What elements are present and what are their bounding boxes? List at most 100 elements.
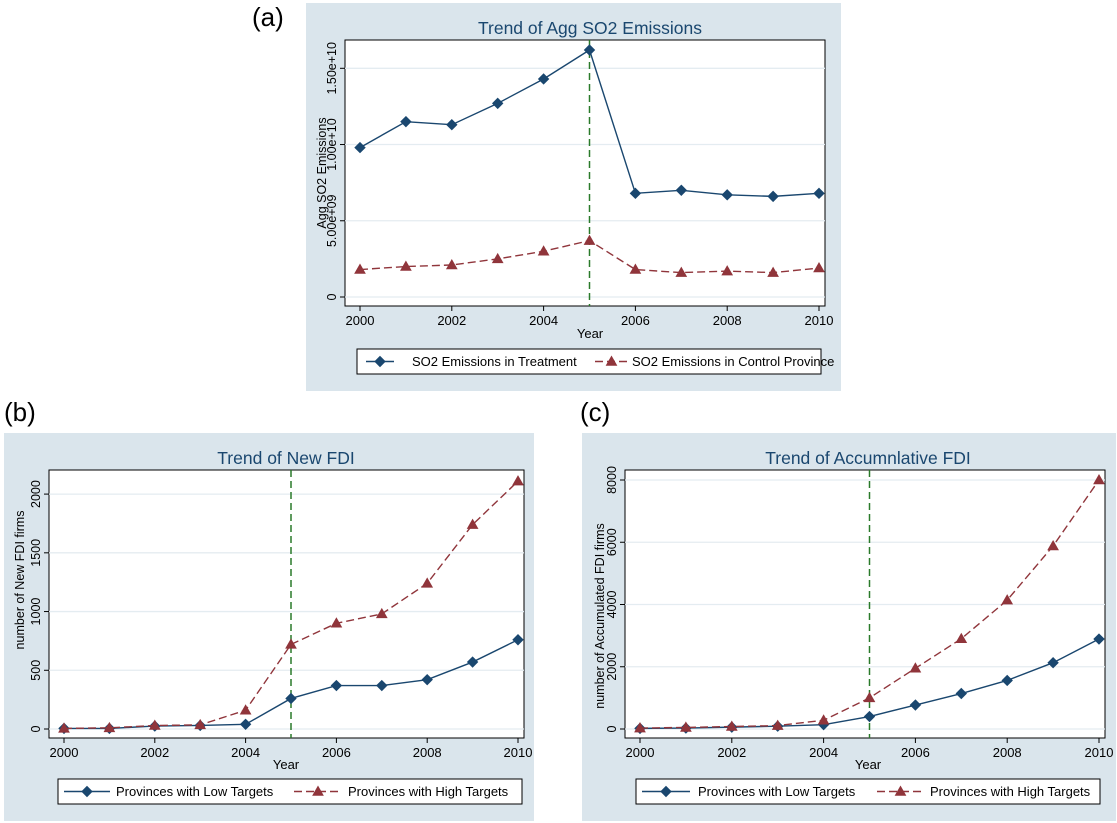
data-point-diamond [537, 73, 550, 85]
data-point-diamond [955, 687, 968, 700]
legend: Provinces with Low Targets Provinces with… [57, 778, 523, 805]
chart-title: Trend of Agg SO2 Emissions [478, 18, 702, 38]
x-tick-label: 2010 [805, 313, 834, 328]
data-point-diamond [1001, 674, 1013, 687]
x-tick-label: 2010 [504, 745, 533, 760]
data-point-triangle [863, 691, 876, 703]
chart-title: Trend of New FDI [217, 448, 354, 468]
data-point-diamond [376, 679, 388, 692]
x-tick-label: 2002 [717, 745, 746, 760]
data-point-diamond [421, 673, 433, 686]
x-tick-label: 2004 [809, 745, 838, 760]
data-point-diamond [330, 679, 343, 692]
x-tick-label: 2004 [231, 745, 260, 760]
data-point-diamond [767, 190, 779, 203]
y-tick-label: 1.50e+10 [325, 42, 339, 95]
data-point-triangle [58, 722, 70, 733]
data-point-triangle [767, 266, 779, 277]
plot-area [344, 39, 826, 307]
data-point-diamond [629, 187, 642, 200]
legend-entry-2: SO2 Emissions in Control Province [632, 354, 834, 369]
legend-marker-triangle [605, 355, 618, 366]
y-tick-label: 0 [29, 725, 43, 732]
x-tick-label: 2002 [437, 313, 466, 328]
y-tick-label: 1.00e+10 [325, 118, 339, 171]
data-point-triangle [148, 719, 161, 730]
data-point-diamond [813, 187, 825, 200]
x-axis-label: Year [855, 757, 882, 772]
data-point-diamond [354, 141, 366, 154]
data-point-triangle [725, 720, 738, 731]
legend-marker-diamond [374, 355, 386, 368]
legend-entry-1: Provinces with Low Targets [116, 784, 274, 799]
series-line-2 [63, 480, 519, 730]
y-tick-label: 1500 [29, 539, 43, 567]
chart-a: 0 5.00e+09 1.00e+10 1.50e+10 2000 2002 2004 200… [306, 3, 841, 391]
y-tick-label: 2000 [605, 653, 619, 681]
data-point-triangle [194, 718, 207, 730]
data-point-diamond [1047, 656, 1059, 669]
x-tick-label: 2008 [993, 745, 1022, 760]
x-tick-label: 2006 [621, 313, 650, 328]
data-point-triangle [330, 617, 343, 628]
data-point-diamond [721, 189, 733, 201]
data-point-triangle [537, 245, 550, 256]
legend-box [635, 778, 1101, 805]
y-axis-label: number of Accumulated FDI firms [593, 523, 607, 708]
data-point-triangle [375, 607, 388, 619]
data-point-triangle [491, 252, 504, 264]
x-tick-label: 2006 [901, 745, 930, 760]
data-point-diamond [446, 119, 458, 131]
x-tick-label: 2000 [626, 745, 655, 760]
data-point-triangle [354, 263, 366, 274]
y-tick-label: 500 [29, 660, 43, 681]
y-tick-label: 0 [325, 293, 339, 300]
data-point-diamond [512, 634, 524, 646]
data-point-diamond [400, 115, 412, 128]
y-tick-label: 4000 [605, 591, 619, 619]
data-point-diamond [285, 692, 297, 705]
y-tick-label: 1000 [29, 598, 43, 626]
data-point-diamond [863, 710, 876, 723]
y-tick-label: 0 [605, 725, 619, 732]
data-point-triangle [1001, 594, 1014, 605]
x-tick-label: 2006 [322, 745, 351, 760]
legend-marker-diamond [81, 785, 93, 798]
data-point-diamond [239, 718, 252, 731]
data-point-triangle [909, 662, 922, 673]
data-point-triangle [771, 719, 784, 730]
data-point-triangle [721, 265, 734, 276]
chart-b: 0 500 1000 1500 2000 2000 2002 2004 2006 2008 2010… [4, 433, 534, 821]
legend-entry-1: Provinces with Low Targets [698, 784, 856, 799]
data-point-triangle [285, 638, 297, 649]
data-point-triangle [817, 714, 830, 725]
legend-entry-1: SO2 Emissions in Treatment [412, 354, 577, 369]
data-point-triangle [634, 722, 646, 733]
x-axis-label: Year [273, 757, 300, 772]
data-point-diamond [491, 97, 504, 110]
legend-entry-2: Provinces with High Targets [348, 784, 509, 799]
x-tick-label: 2002 [140, 745, 169, 760]
legend-box [57, 778, 523, 805]
data-point-triangle [813, 262, 825, 273]
legend: Provinces with Low Targets Provinces with… [635, 778, 1101, 805]
x-axis-label: Year [577, 326, 604, 341]
y-tick-label: 5.00e+09 [325, 194, 339, 247]
data-point-triangle [466, 518, 479, 529]
legend-box [356, 348, 822, 375]
legend-marker-diamond [660, 785, 672, 798]
data-point-triangle [103, 721, 116, 733]
panel-label-a: (a) [252, 2, 284, 32]
panel-label-b: (b) [4, 397, 36, 427]
y-axis-label: number of New FDI firms [13, 511, 27, 650]
x-tick-label: 2008 [713, 313, 742, 328]
data-point-triangle [583, 234, 596, 245]
data-point-triangle [1093, 473, 1105, 485]
y-tick-label: 6000 [605, 528, 619, 556]
legend: SO2 Emissions in Treatment SO2 Emissions … [356, 348, 834, 375]
data-point-triangle [955, 632, 968, 643]
x-tick-label: 2010 [1085, 745, 1114, 760]
data-point-triangle [239, 704, 252, 715]
data-point-diamond [583, 44, 596, 56]
